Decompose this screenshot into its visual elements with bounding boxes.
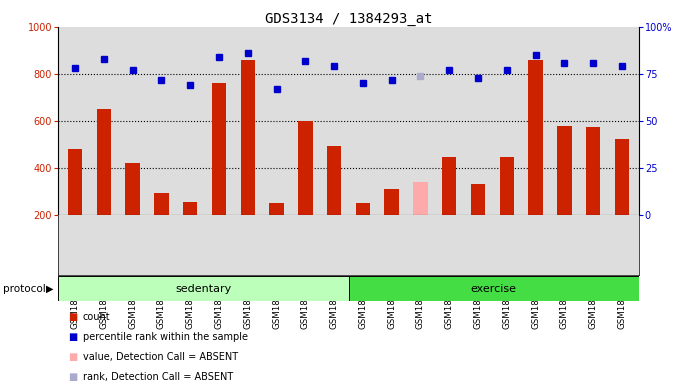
Title: GDS3134 / 1384293_at: GDS3134 / 1384293_at: [265, 12, 432, 26]
Text: ▶: ▶: [46, 284, 54, 294]
Text: count: count: [83, 312, 111, 322]
Bar: [183, 202, 197, 215]
Bar: [327, 146, 341, 215]
Text: protocol: protocol: [3, 284, 46, 294]
Text: rank, Detection Call = ABSENT: rank, Detection Call = ABSENT: [83, 372, 233, 382]
Text: ■: ■: [68, 332, 78, 342]
Text: sedentary: sedentary: [175, 284, 231, 294]
Bar: [68, 149, 82, 215]
Bar: [557, 126, 572, 215]
Bar: [211, 83, 226, 215]
Text: exercise: exercise: [471, 284, 517, 294]
Text: ■: ■: [68, 372, 78, 382]
Bar: [97, 109, 111, 215]
Bar: [241, 60, 255, 215]
Bar: [528, 60, 543, 215]
Bar: [125, 163, 140, 215]
Text: percentile rank within the sample: percentile rank within the sample: [83, 332, 248, 342]
Bar: [58, 276, 348, 301]
Bar: [269, 203, 284, 215]
Bar: [442, 157, 456, 215]
Text: ■: ■: [68, 312, 78, 322]
Bar: [586, 127, 600, 215]
Bar: [471, 184, 486, 215]
Text: ■: ■: [68, 352, 78, 362]
Text: value, Detection Call = ABSENT: value, Detection Call = ABSENT: [83, 352, 238, 362]
Bar: [413, 182, 428, 215]
Bar: [500, 157, 514, 215]
Bar: [298, 121, 313, 215]
Bar: [356, 203, 370, 215]
Bar: [348, 276, 639, 301]
Bar: [384, 189, 399, 215]
Bar: [615, 139, 629, 215]
Bar: [154, 193, 169, 215]
